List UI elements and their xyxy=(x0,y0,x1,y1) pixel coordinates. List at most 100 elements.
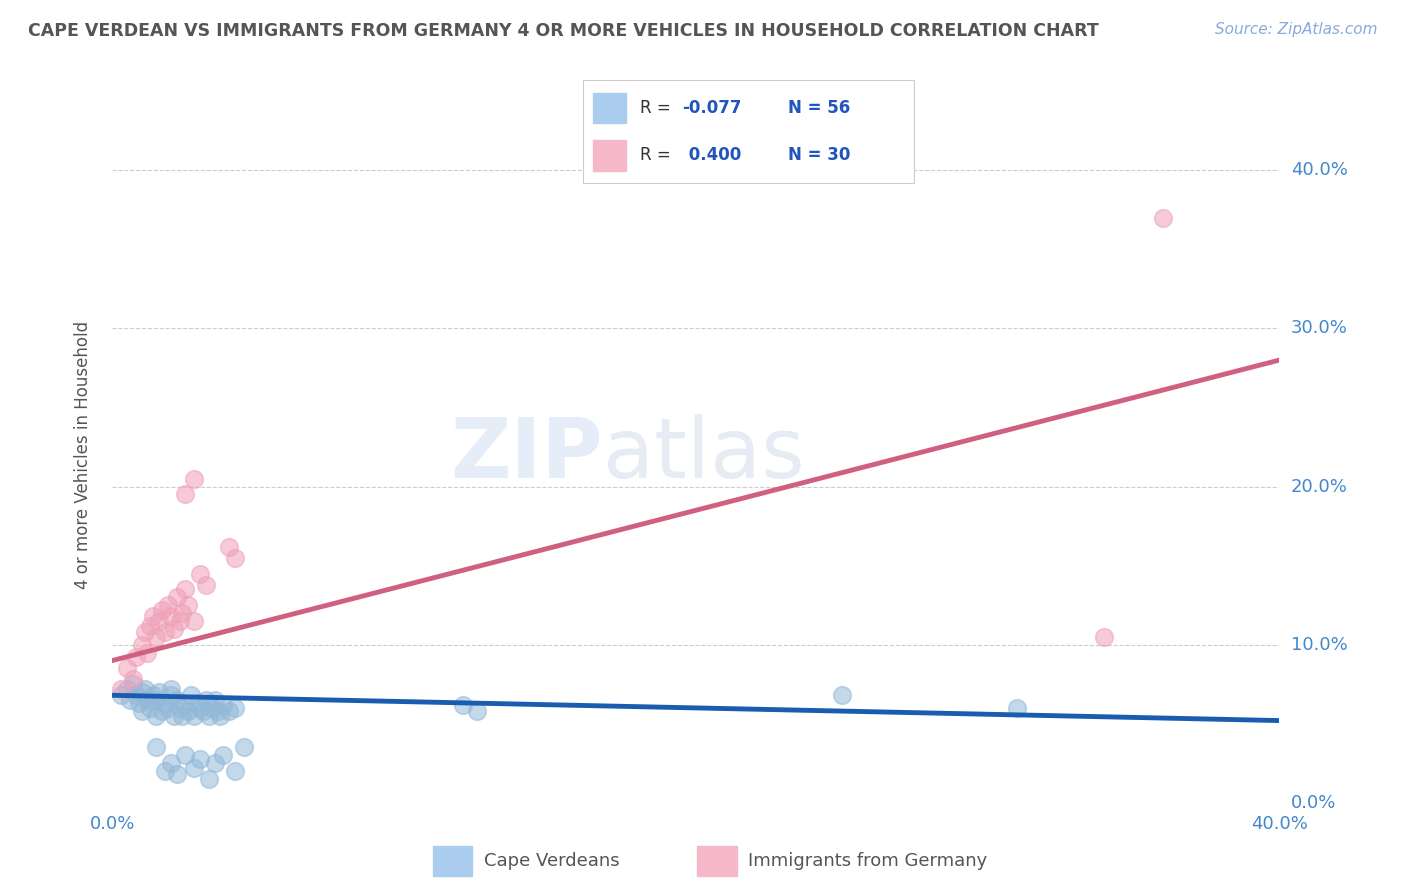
Point xyxy=(183,708,205,723)
Point xyxy=(150,603,173,617)
Point xyxy=(156,701,179,715)
Point xyxy=(1092,630,1115,644)
Point xyxy=(188,751,211,765)
Point xyxy=(131,638,153,652)
Point xyxy=(163,708,186,723)
Point xyxy=(204,756,226,771)
Text: Immigrants from Germany: Immigrants from Germany xyxy=(748,852,987,870)
Point xyxy=(110,681,132,696)
Point xyxy=(197,772,219,786)
Point xyxy=(1152,211,1174,225)
Point xyxy=(218,704,240,718)
Point xyxy=(153,625,176,640)
Point xyxy=(172,708,194,723)
Point xyxy=(169,614,191,628)
Point xyxy=(232,740,254,755)
Text: 30.0%: 30.0% xyxy=(1291,319,1347,337)
FancyBboxPatch shape xyxy=(433,847,472,876)
Point xyxy=(224,550,246,565)
Text: 20.0%: 20.0% xyxy=(1291,477,1347,496)
Point xyxy=(145,630,167,644)
Point xyxy=(831,688,853,702)
Text: ZIP: ZIP xyxy=(450,415,603,495)
Point xyxy=(145,693,167,707)
Text: Cape Verdeans: Cape Verdeans xyxy=(484,852,619,870)
Text: 0.400: 0.400 xyxy=(683,146,741,164)
Point xyxy=(163,622,186,636)
Point xyxy=(451,698,474,712)
Point xyxy=(166,591,188,605)
Text: R =: R = xyxy=(640,146,676,164)
Point xyxy=(134,625,156,640)
Point xyxy=(148,685,170,699)
FancyBboxPatch shape xyxy=(593,140,627,170)
Point xyxy=(1005,701,1028,715)
Point xyxy=(142,688,165,702)
Point xyxy=(194,693,217,707)
FancyBboxPatch shape xyxy=(697,847,737,876)
Text: 40.0%: 40.0% xyxy=(1291,161,1347,179)
Point xyxy=(128,696,150,710)
Point xyxy=(166,693,188,707)
Point xyxy=(174,487,197,501)
Point xyxy=(136,646,159,660)
Text: -0.077: -0.077 xyxy=(683,99,742,117)
Text: atlas: atlas xyxy=(603,415,804,495)
Point xyxy=(145,740,167,755)
Point xyxy=(156,598,179,612)
Point xyxy=(131,685,153,699)
Text: 0.0%: 0.0% xyxy=(1291,794,1336,812)
Point xyxy=(177,704,200,718)
Text: 10.0%: 10.0% xyxy=(1291,636,1347,654)
Point xyxy=(209,708,232,723)
Point xyxy=(125,688,148,702)
Point xyxy=(224,764,246,779)
Point xyxy=(201,701,224,715)
Point xyxy=(207,704,229,718)
Point xyxy=(125,650,148,665)
Point xyxy=(118,693,141,707)
Point xyxy=(139,701,162,715)
Point xyxy=(136,693,159,707)
Point xyxy=(218,540,240,554)
Point xyxy=(122,677,145,691)
Point xyxy=(160,681,183,696)
Text: N = 30: N = 30 xyxy=(789,146,851,164)
Point xyxy=(145,708,167,723)
Point xyxy=(188,701,211,715)
Point xyxy=(150,704,173,718)
Point xyxy=(110,688,132,702)
Point xyxy=(212,698,235,712)
Point xyxy=(160,756,183,771)
Point xyxy=(186,696,208,710)
Point xyxy=(153,764,176,779)
Point xyxy=(122,673,145,687)
Point xyxy=(139,618,162,632)
Point xyxy=(465,704,488,718)
Point xyxy=(183,472,205,486)
Point xyxy=(174,582,197,597)
Point xyxy=(224,701,246,715)
Point xyxy=(160,688,183,702)
Point xyxy=(183,761,205,775)
Point xyxy=(174,748,197,763)
Point xyxy=(183,614,205,628)
Text: Source: ZipAtlas.com: Source: ZipAtlas.com xyxy=(1215,22,1378,37)
Text: R =: R = xyxy=(640,99,676,117)
Point xyxy=(153,696,176,710)
Point xyxy=(142,609,165,624)
Point xyxy=(115,661,138,675)
Point xyxy=(174,698,197,712)
Point xyxy=(134,681,156,696)
Point xyxy=(131,704,153,718)
FancyBboxPatch shape xyxy=(593,93,627,123)
Point xyxy=(166,767,188,781)
Point xyxy=(115,681,138,696)
Point xyxy=(212,748,235,763)
Point xyxy=(177,598,200,612)
Point xyxy=(197,708,219,723)
Point xyxy=(204,693,226,707)
Point xyxy=(172,606,194,620)
Point xyxy=(148,614,170,628)
Y-axis label: 4 or more Vehicles in Household: 4 or more Vehicles in Household xyxy=(73,321,91,589)
